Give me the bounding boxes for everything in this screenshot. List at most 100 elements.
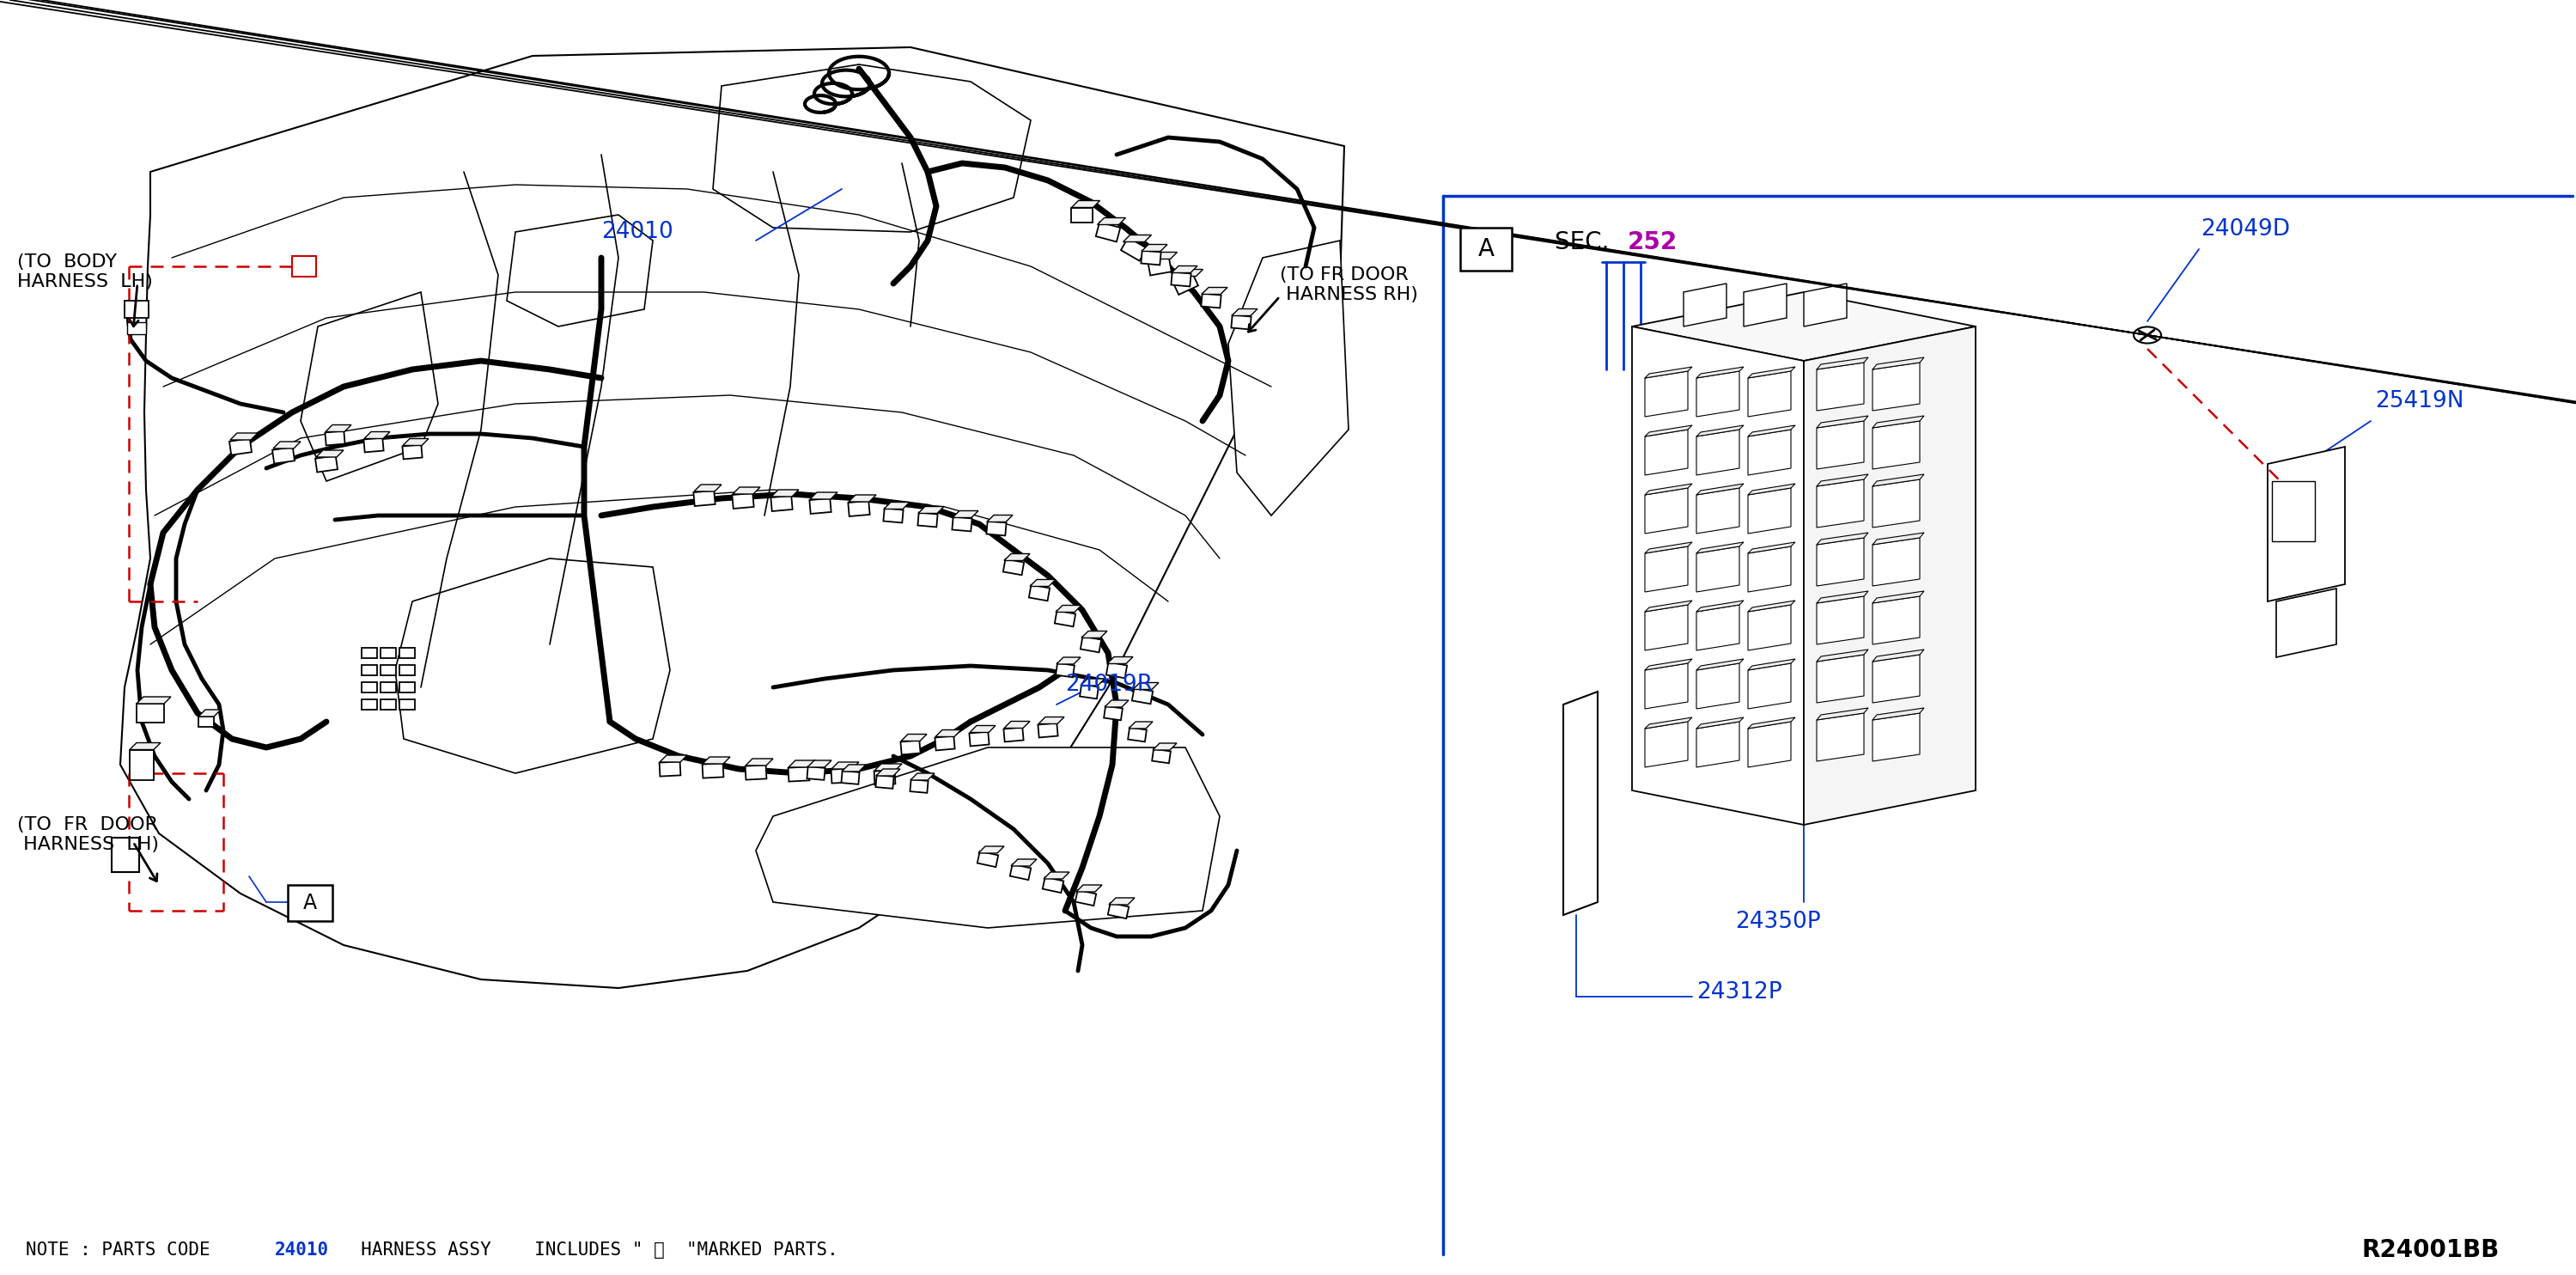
Bar: [273, 448, 294, 464]
Polygon shape: [507, 214, 652, 326]
Bar: [361, 682, 376, 692]
Polygon shape: [1749, 430, 1790, 476]
Polygon shape: [1123, 235, 1151, 242]
Bar: [744, 765, 768, 780]
Polygon shape: [1749, 488, 1790, 533]
Polygon shape: [1816, 592, 1868, 603]
Polygon shape: [755, 747, 1218, 928]
Bar: [381, 666, 397, 676]
Polygon shape: [714, 65, 1030, 232]
Bar: [788, 766, 809, 782]
Polygon shape: [1749, 483, 1795, 495]
Polygon shape: [1229, 241, 1350, 515]
Polygon shape: [1803, 283, 1847, 326]
Bar: [126, 323, 147, 334]
Polygon shape: [1816, 538, 1865, 586]
Polygon shape: [806, 760, 832, 768]
Polygon shape: [1151, 743, 1177, 750]
Polygon shape: [1873, 654, 1919, 703]
Polygon shape: [1038, 717, 1064, 724]
Bar: [1149, 258, 1172, 275]
Bar: [1056, 663, 1074, 677]
Polygon shape: [1816, 474, 1868, 486]
Bar: [1121, 237, 1146, 261]
Text: A: A: [1479, 237, 1494, 261]
Text: 24350P: 24350P: [1736, 910, 1821, 933]
Polygon shape: [1646, 659, 1692, 671]
Bar: [703, 764, 724, 778]
Bar: [902, 741, 920, 755]
Polygon shape: [1816, 597, 1865, 644]
Polygon shape: [1097, 218, 1126, 224]
Polygon shape: [1873, 538, 1919, 586]
Polygon shape: [1873, 479, 1919, 528]
Polygon shape: [1873, 592, 1924, 603]
Polygon shape: [1564, 691, 1597, 915]
Polygon shape: [1646, 430, 1687, 476]
Polygon shape: [1873, 357, 1924, 370]
Bar: [1200, 293, 1221, 309]
Polygon shape: [1816, 654, 1865, 703]
Polygon shape: [1873, 421, 1919, 469]
Polygon shape: [1816, 357, 1868, 370]
Bar: [111, 838, 139, 872]
Polygon shape: [832, 762, 858, 769]
Polygon shape: [1646, 722, 1687, 768]
Bar: [1002, 558, 1025, 575]
Polygon shape: [1698, 663, 1739, 709]
Bar: [291, 256, 317, 277]
Polygon shape: [1633, 326, 1803, 825]
Polygon shape: [842, 765, 866, 771]
Bar: [399, 700, 415, 710]
Polygon shape: [1816, 649, 1868, 662]
Polygon shape: [1646, 483, 1692, 495]
Bar: [1043, 877, 1064, 892]
Polygon shape: [1744, 283, 1788, 326]
Bar: [124, 301, 149, 317]
Polygon shape: [935, 729, 961, 737]
Bar: [1105, 662, 1128, 678]
Bar: [909, 779, 927, 793]
Bar: [1038, 723, 1059, 737]
Polygon shape: [1873, 597, 1919, 644]
Text: (TO FR DOOR
 HARNESS RH): (TO FR DOOR HARNESS RH): [1280, 266, 1417, 303]
Bar: [832, 769, 853, 783]
Polygon shape: [1175, 269, 1203, 277]
Bar: [129, 750, 155, 780]
Bar: [1172, 273, 1198, 295]
Polygon shape: [1646, 601, 1692, 612]
Bar: [1079, 685, 1097, 699]
Polygon shape: [1082, 631, 1108, 638]
Polygon shape: [902, 734, 927, 741]
Polygon shape: [1816, 713, 1865, 761]
Polygon shape: [1646, 547, 1687, 592]
Polygon shape: [1698, 367, 1744, 377]
Text: SEC.: SEC.: [1556, 231, 1625, 254]
Polygon shape: [1105, 700, 1128, 708]
Polygon shape: [1128, 722, 1151, 728]
Polygon shape: [1141, 245, 1167, 251]
Polygon shape: [788, 760, 817, 768]
Polygon shape: [1816, 362, 1865, 411]
Bar: [289, 885, 332, 921]
Polygon shape: [1749, 542, 1795, 553]
Polygon shape: [969, 725, 994, 732]
Polygon shape: [848, 495, 876, 502]
Bar: [229, 439, 252, 455]
Polygon shape: [1816, 708, 1868, 720]
Polygon shape: [1749, 663, 1790, 709]
Bar: [1074, 890, 1097, 905]
Text: 24010: 24010: [600, 221, 672, 244]
Text: R24001BB: R24001BB: [2362, 1238, 2499, 1262]
Bar: [1079, 636, 1103, 653]
Bar: [770, 496, 793, 511]
Polygon shape: [1873, 362, 1919, 411]
Polygon shape: [1633, 292, 1976, 361]
Bar: [876, 775, 894, 788]
Bar: [873, 770, 896, 785]
Polygon shape: [1816, 533, 1868, 544]
Bar: [361, 648, 376, 658]
Polygon shape: [1698, 488, 1739, 533]
Polygon shape: [917, 506, 943, 514]
Polygon shape: [1698, 604, 1739, 650]
